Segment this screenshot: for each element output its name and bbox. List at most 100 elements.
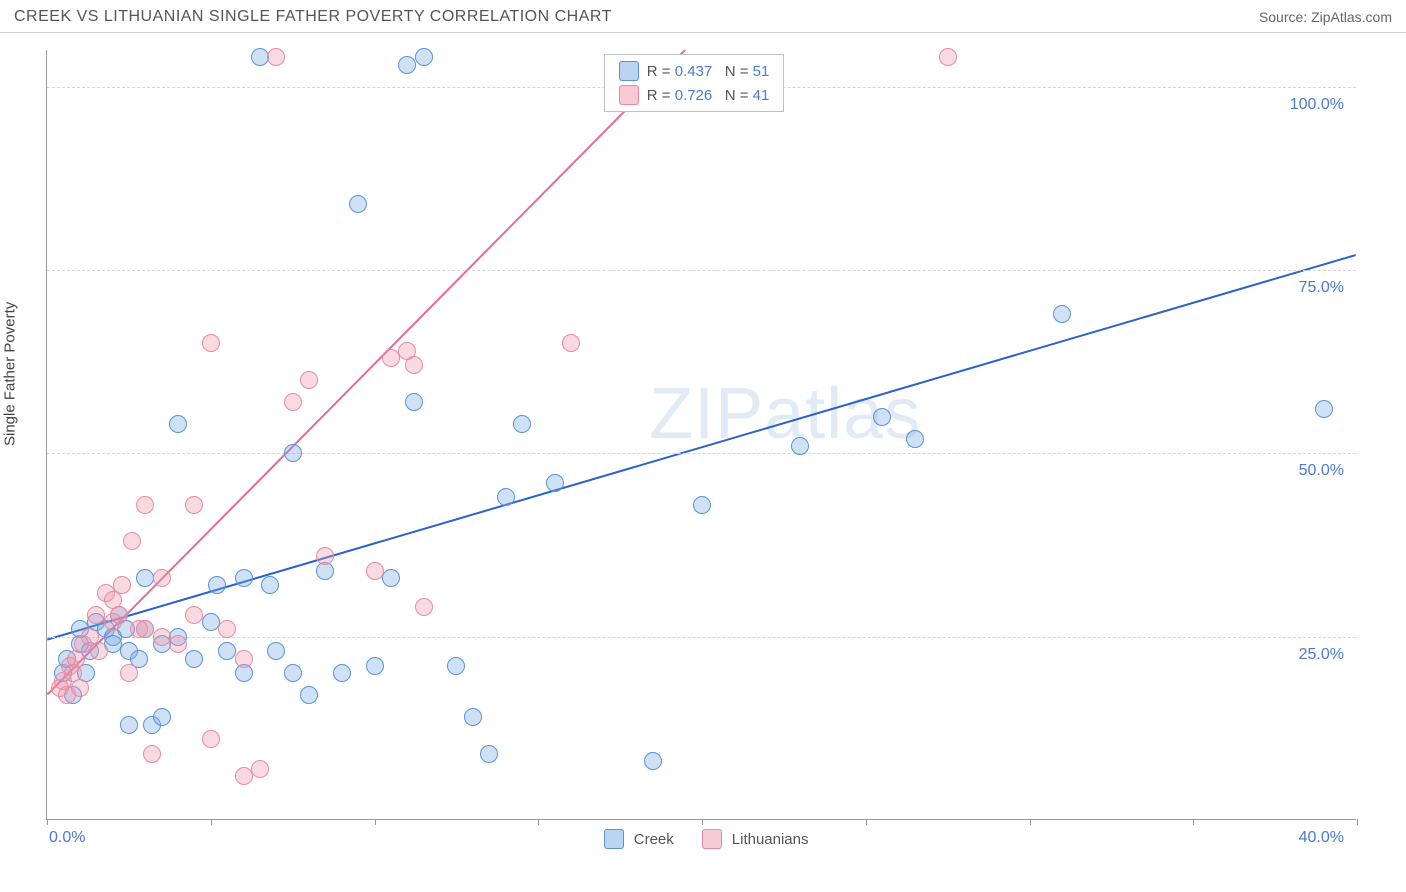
data-point <box>316 547 334 565</box>
legend-swatch <box>619 85 639 105</box>
data-point <box>405 356 423 374</box>
chart-source: Source: ZipAtlas.com <box>1259 9 1392 25</box>
legend-swatch <box>619 61 639 81</box>
data-point <box>415 598 433 616</box>
data-point <box>185 496 203 514</box>
data-point <box>169 415 187 433</box>
data-point <box>405 393 423 411</box>
data-point <box>939 48 957 66</box>
x-tick <box>211 819 212 825</box>
data-point <box>261 576 279 594</box>
data-point <box>185 606 203 624</box>
data-point <box>202 613 220 631</box>
data-point <box>382 349 400 367</box>
data-point <box>87 606 105 624</box>
data-point <box>300 371 318 389</box>
data-point <box>208 576 226 594</box>
x-tick <box>866 819 867 825</box>
chart-header: CREEK VS LITHUANIAN SINGLE FATHER POVERT… <box>0 0 1406 33</box>
data-point <box>480 745 498 763</box>
data-point <box>464 708 482 726</box>
data-point <box>562 334 580 352</box>
legend-text: R = 0.726 N = 41 <box>647 87 770 104</box>
chart-title: CREEK VS LITHUANIAN SINGLE FATHER POVERT… <box>14 8 612 26</box>
legend-text: R = 0.437 N = 51 <box>647 63 770 80</box>
data-point <box>284 393 302 411</box>
data-point <box>300 686 318 704</box>
data-point <box>1315 400 1333 418</box>
data-point <box>497 488 515 506</box>
x-tick <box>1030 819 1031 825</box>
data-point <box>906 430 924 448</box>
data-point <box>447 657 465 675</box>
data-point <box>110 606 128 624</box>
data-point <box>90 642 108 660</box>
data-point <box>546 474 564 492</box>
scatter-chart: ZIPatlas 25.0%50.0%75.0%100.0%0.0%40.0%R… <box>46 50 1356 820</box>
gridline <box>47 270 1356 271</box>
gridline <box>47 453 1356 454</box>
data-point <box>136 569 154 587</box>
data-point <box>284 664 302 682</box>
legend-label: Creek <box>634 831 674 848</box>
data-point <box>415 48 433 66</box>
data-point <box>120 664 138 682</box>
y-tick-label: 25.0% <box>1299 646 1344 664</box>
data-point <box>218 642 236 660</box>
data-point <box>382 569 400 587</box>
data-point <box>513 415 531 433</box>
x-tick-label: 0.0% <box>49 829 85 847</box>
data-point <box>143 745 161 763</box>
data-point <box>791 437 809 455</box>
data-point <box>123 532 141 550</box>
legend-swatch <box>604 829 624 849</box>
data-point <box>644 752 662 770</box>
y-tick-label: 75.0% <box>1299 279 1344 297</box>
x-tick <box>702 819 703 825</box>
data-point <box>251 48 269 66</box>
gridline <box>47 637 1356 638</box>
data-point <box>1053 305 1071 323</box>
legend-correlation: R = 0.437 N = 51 R = 0.726 N = 41 <box>604 54 785 112</box>
data-point <box>71 679 89 697</box>
x-tick-label: 40.0% <box>1299 829 1344 847</box>
data-point <box>153 708 171 726</box>
x-tick <box>375 819 376 825</box>
data-point <box>218 620 236 638</box>
data-point <box>366 657 384 675</box>
data-point <box>873 408 891 426</box>
data-point <box>251 760 269 778</box>
x-tick <box>47 819 48 825</box>
data-point <box>202 730 220 748</box>
x-tick <box>538 819 539 825</box>
data-point <box>202 334 220 352</box>
x-tick <box>1357 819 1358 825</box>
data-point <box>349 195 367 213</box>
data-point <box>120 716 138 734</box>
data-point <box>235 650 253 668</box>
data-point <box>136 496 154 514</box>
trend-line <box>47 50 685 694</box>
legend-swatch <box>702 829 722 849</box>
data-point <box>185 650 203 668</box>
y-tick-label: 50.0% <box>1299 462 1344 480</box>
data-point <box>169 635 187 653</box>
data-point <box>235 569 253 587</box>
y-tick-label: 100.0% <box>1290 96 1344 114</box>
data-point <box>333 664 351 682</box>
data-point <box>693 496 711 514</box>
trend-lines <box>47 50 1356 819</box>
data-point <box>284 444 302 462</box>
legend-series: Creek Lithuanians <box>604 829 827 849</box>
data-point <box>235 767 253 785</box>
legend-label: Lithuanians <box>732 831 809 848</box>
data-point <box>267 642 285 660</box>
legend-row: R = 0.726 N = 41 <box>605 83 784 107</box>
data-point <box>136 620 154 638</box>
data-point <box>113 576 131 594</box>
data-point <box>267 48 285 66</box>
x-tick <box>1193 819 1194 825</box>
data-point <box>398 56 416 74</box>
data-point <box>366 562 384 580</box>
data-point <box>153 569 171 587</box>
